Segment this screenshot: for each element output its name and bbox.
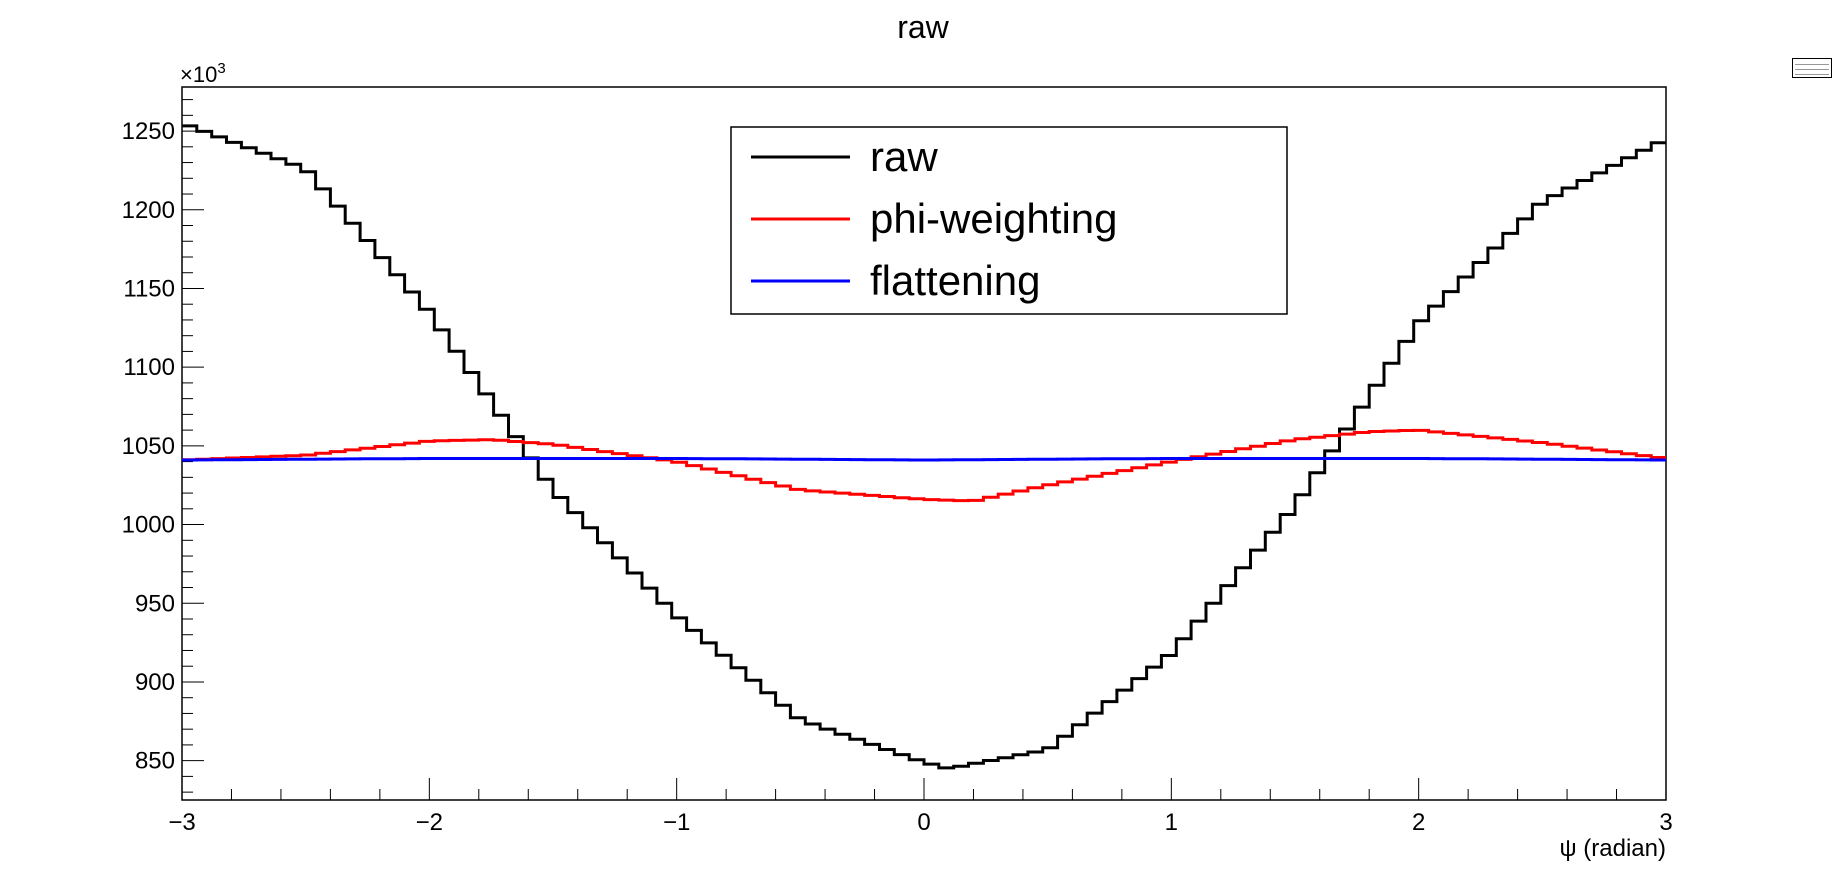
y-tick-label: 1100 bbox=[123, 354, 175, 381]
y-tick-label: 950 bbox=[135, 590, 175, 617]
x-tick-label: −3 bbox=[168, 809, 195, 836]
series-phi-weighting bbox=[182, 428, 1666, 503]
y-tick-label: 850 bbox=[135, 748, 175, 775]
y-tick-label: 1000 bbox=[122, 512, 175, 539]
series-raw bbox=[182, 124, 1666, 770]
x-tick-label: 1 bbox=[1165, 809, 1178, 836]
y-tick-label: 1200 bbox=[122, 197, 175, 224]
y-tick-labels: 850 900 950 1000 1050 1100 1150 1200 1250 bbox=[122, 118, 175, 775]
axis-ticks bbox=[181, 99, 1667, 800]
legend: raw phi-weighting flattening bbox=[730, 126, 1288, 315]
y-tick-label: 1150 bbox=[123, 275, 175, 302]
x-tick-label: 2 bbox=[1412, 809, 1425, 836]
x-tick-label: 0 bbox=[917, 809, 930, 836]
series-flattening bbox=[182, 457, 1666, 462]
x-tick-label: −1 bbox=[663, 809, 690, 836]
x-tick-label: −2 bbox=[416, 809, 443, 836]
y-tick-label: 900 bbox=[135, 669, 175, 696]
y-exponent-label: ×103 bbox=[180, 60, 226, 87]
legend-label-flattening: flattening bbox=[870, 257, 1040, 304]
x-tick-label: 3 bbox=[1659, 809, 1672, 836]
chart-title: raw bbox=[897, 9, 949, 45]
y-tick-label: 1250 bbox=[122, 118, 175, 145]
legend-label-raw: raw bbox=[870, 133, 938, 180]
legend-label-phi-weighting: phi-weighting bbox=[870, 195, 1118, 242]
data-series bbox=[182, 124, 1666, 770]
x-tick-labels: −3 −2 −1 0 1 2 3 bbox=[168, 809, 1672, 836]
y-tick-label: 1050 bbox=[122, 433, 175, 460]
stats-box bbox=[1792, 58, 1832, 78]
x-axis-label: ψ (radian) bbox=[1560, 835, 1666, 862]
